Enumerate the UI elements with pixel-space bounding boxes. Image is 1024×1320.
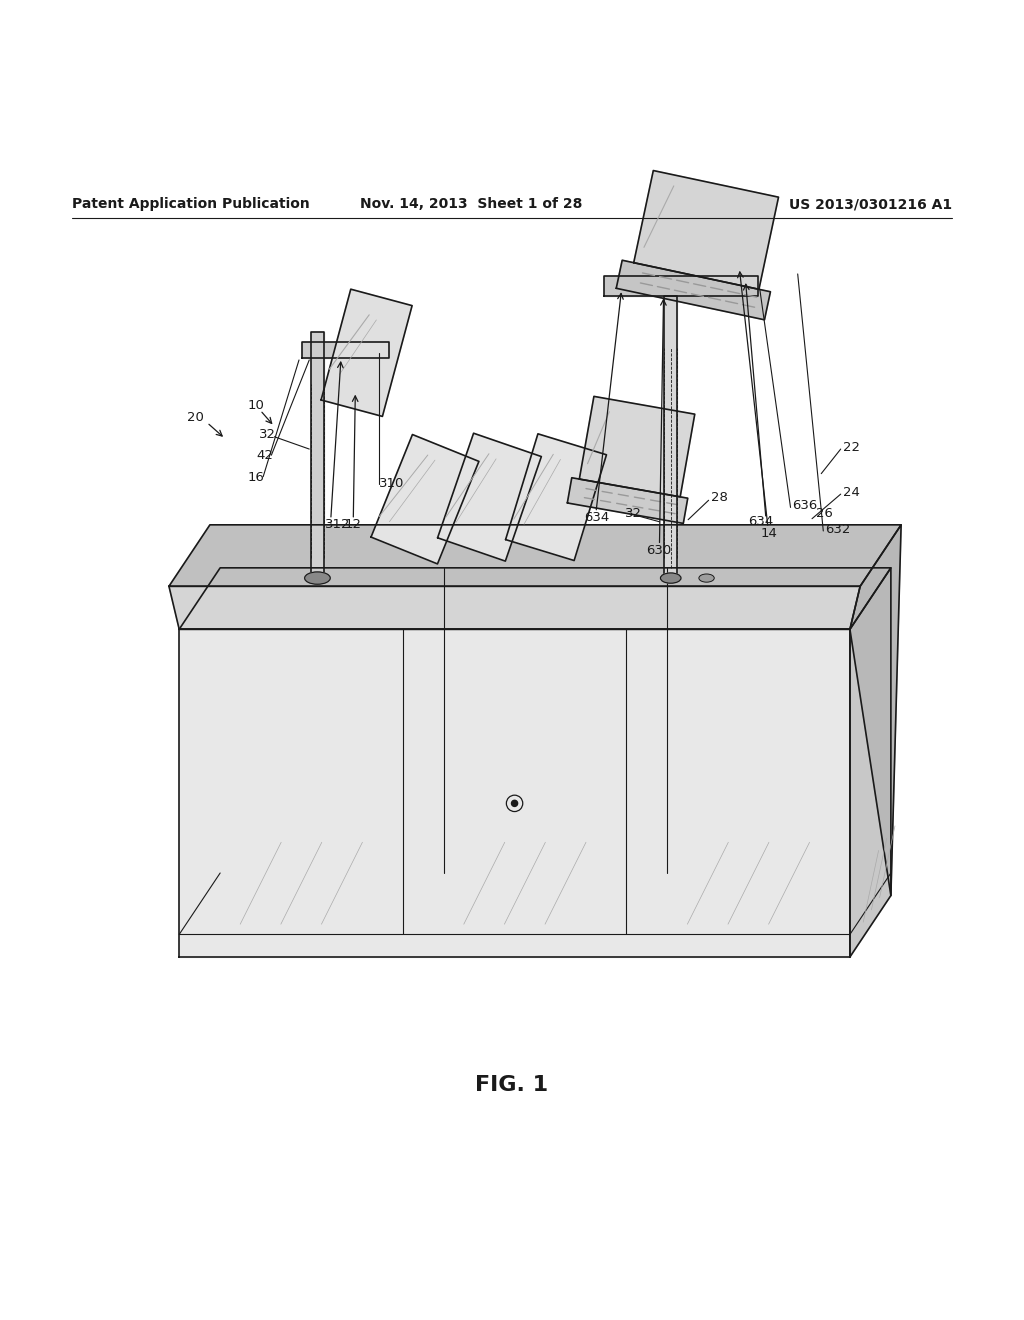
Ellipse shape bbox=[305, 572, 330, 585]
Polygon shape bbox=[322, 289, 412, 416]
Text: 42: 42 bbox=[256, 449, 272, 462]
Text: 634: 634 bbox=[584, 511, 609, 524]
Text: 632: 632 bbox=[825, 524, 851, 536]
Ellipse shape bbox=[660, 573, 681, 583]
Polygon shape bbox=[567, 478, 688, 524]
Text: US 2013/0301216 A1: US 2013/0301216 A1 bbox=[790, 197, 952, 211]
Polygon shape bbox=[634, 170, 778, 289]
Polygon shape bbox=[169, 525, 901, 586]
Text: 312: 312 bbox=[325, 519, 350, 532]
Text: 630: 630 bbox=[646, 544, 672, 557]
Text: 26: 26 bbox=[816, 507, 833, 520]
Polygon shape bbox=[850, 568, 891, 957]
Text: 636: 636 bbox=[793, 499, 818, 512]
Text: 24: 24 bbox=[843, 486, 859, 499]
Text: 20: 20 bbox=[187, 411, 204, 424]
Polygon shape bbox=[506, 434, 606, 561]
Ellipse shape bbox=[698, 574, 714, 582]
Text: FIG. 1: FIG. 1 bbox=[475, 1074, 549, 1096]
Polygon shape bbox=[665, 297, 678, 578]
Text: 10: 10 bbox=[248, 399, 264, 412]
Text: 32: 32 bbox=[259, 428, 276, 441]
Text: 22: 22 bbox=[843, 441, 860, 454]
Text: 634: 634 bbox=[748, 515, 773, 528]
Text: 28: 28 bbox=[711, 491, 727, 504]
Polygon shape bbox=[302, 342, 389, 358]
Text: 14: 14 bbox=[761, 527, 777, 540]
Polygon shape bbox=[437, 433, 542, 561]
Text: 12: 12 bbox=[344, 519, 361, 532]
Text: 32: 32 bbox=[625, 507, 642, 520]
Polygon shape bbox=[604, 276, 758, 297]
Text: 16: 16 bbox=[248, 471, 264, 484]
Polygon shape bbox=[169, 586, 860, 630]
Polygon shape bbox=[850, 525, 901, 895]
Circle shape bbox=[511, 800, 518, 807]
Polygon shape bbox=[371, 434, 479, 564]
Text: Nov. 14, 2013  Sheet 1 of 28: Nov. 14, 2013 Sheet 1 of 28 bbox=[359, 197, 583, 211]
Polygon shape bbox=[580, 396, 694, 496]
Text: 310: 310 bbox=[379, 478, 404, 490]
Polygon shape bbox=[179, 568, 891, 630]
Polygon shape bbox=[311, 333, 324, 578]
Text: Patent Application Publication: Patent Application Publication bbox=[72, 197, 309, 211]
Polygon shape bbox=[616, 260, 770, 319]
Polygon shape bbox=[179, 630, 850, 957]
